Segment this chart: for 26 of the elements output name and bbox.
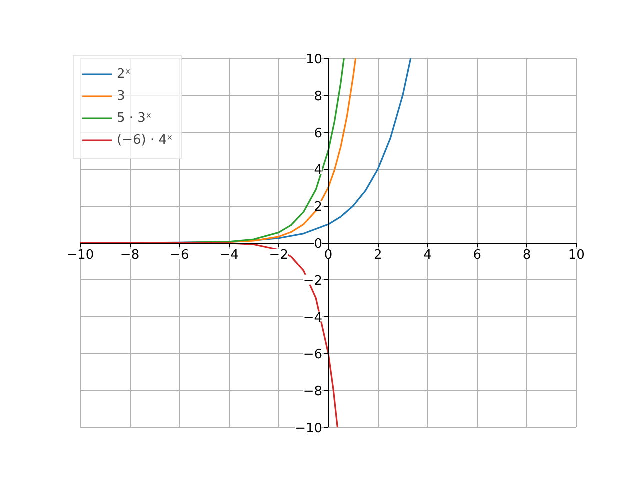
y-tick-label: −10 xyxy=(295,421,323,436)
x-tick-label: 2 xyxy=(374,248,382,263)
legend-label: (−6) · 4ˣ xyxy=(117,132,173,148)
y-tick-label: −4 xyxy=(303,310,323,326)
y-tick-label: 0 xyxy=(314,237,323,252)
y-tick-label: 4 xyxy=(314,163,323,178)
x-tick-label: 10 xyxy=(568,248,585,263)
y-tick-label: 10 xyxy=(306,52,323,68)
x-tick-label: 0 xyxy=(324,248,333,263)
x-tick-label: −8 xyxy=(120,248,140,263)
y-tick-label: 6 xyxy=(314,126,323,142)
x-tick-label: 6 xyxy=(473,248,482,263)
x-tick-label: 8 xyxy=(522,248,532,263)
y-tick-label: 2 xyxy=(314,200,323,216)
y-tick-label: 8 xyxy=(314,89,323,104)
x-tick-label: 4 xyxy=(424,248,432,263)
y-tick-label: −2 xyxy=(303,274,323,289)
x-tick-label: −10 xyxy=(66,248,94,263)
x-tick-label: −2 xyxy=(269,248,288,263)
y-tick-label: −8 xyxy=(303,384,323,400)
legend-label: 2ˣ xyxy=(117,66,132,82)
legend-label: 5 · 3ˣ xyxy=(117,110,152,126)
x-tick-label: −4 xyxy=(220,248,239,263)
legend-label: 3 xyxy=(117,88,126,104)
y-tick-label: −6 xyxy=(303,348,323,363)
x-tick-label: −6 xyxy=(170,248,190,263)
